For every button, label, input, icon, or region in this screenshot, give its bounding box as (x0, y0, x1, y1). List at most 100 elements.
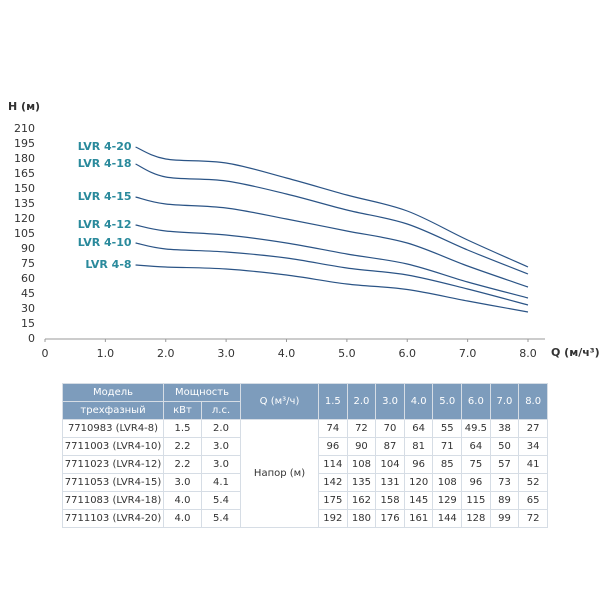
header-cell: л.с. (200, 401, 242, 420)
table-cell: 108 (346, 455, 377, 474)
table-cell: 34 (518, 437, 548, 456)
table-cell: 50 (489, 437, 520, 456)
table-cell: 104 (375, 455, 405, 474)
x-tick-label: 0 (42, 347, 49, 360)
table-cell: 96 (461, 473, 491, 492)
header-cell: 2.0 (346, 383, 377, 420)
table-row: 7711003 (LVR4-10) 2.2 3.0 96 90 87 81 71 64 50 34 (62, 437, 548, 456)
table-cell: 96 (318, 437, 348, 456)
table-cell: 7710983 (LVR4-8) (62, 419, 164, 438)
table-cell: 5.4 (200, 509, 242, 528)
table-cell: 38 (489, 419, 520, 438)
table-cell: 41 (518, 455, 548, 474)
table-cell: 71 (432, 437, 463, 456)
table-cell: 55 (432, 419, 463, 438)
table-cell: 142 (318, 473, 348, 492)
table-cell: 145 (403, 491, 434, 510)
table-cell: 3.0 (200, 455, 242, 474)
series-label: LVR 4-20 (78, 140, 132, 153)
table-cell: 3.0 (163, 473, 202, 492)
table-cell: 81 (403, 437, 434, 456)
y-tick-label: 0 (28, 332, 35, 345)
header-cell: кВт (163, 401, 202, 420)
x-tick-label: 5.0 (338, 347, 356, 360)
table-cell: 87 (375, 437, 405, 456)
series-label: LVR 4-12 (78, 218, 132, 231)
series-line (135, 264, 529, 313)
x-tick-label: 1.0 (97, 347, 115, 360)
y-tick-label: 30 (21, 302, 35, 315)
y-tick-label: 165 (14, 167, 35, 180)
table-cell: 1.5 (163, 419, 202, 438)
header-cell: 6.0 (461, 383, 491, 420)
header-cell: Q (м³/ч) (240, 383, 320, 420)
table-cell: 89 (489, 491, 520, 510)
y-tick-label: 195 (14, 137, 35, 150)
table-cell: 176 (375, 509, 405, 528)
series-line (135, 196, 529, 288)
table-cell: 70 (375, 419, 405, 438)
table-cell: 90 (346, 437, 377, 456)
header-cell: Модель (62, 383, 164, 402)
y-tick-label: 60 (21, 272, 35, 285)
table-cell: 2.2 (163, 437, 202, 456)
table-cell: 4.1 (200, 473, 242, 492)
table-cell: 120 (403, 473, 434, 492)
y-tick-label: 150 (14, 182, 35, 195)
header-cell: 3.0 (375, 383, 405, 420)
table-cell: 27 (518, 419, 548, 438)
table-cell: 64 (461, 437, 491, 456)
y-tick-label: 105 (14, 227, 35, 240)
y-tick-label: 180 (14, 152, 35, 165)
table-row: 7710983 (LVR4-8) 1.5 2.0 Напор (м) 74 72 70 64 5… (62, 419, 548, 528)
table-cell: 7711083 (LVR4-18) (62, 491, 164, 510)
header-cell: 4.0 (403, 383, 434, 420)
x-tick-label: 3.0 (217, 347, 235, 360)
series-line (135, 163, 529, 275)
table-cell: 7711023 (LVR4-12) (62, 455, 164, 474)
table-cell: 162 (346, 491, 377, 510)
table-cell: 4.0 (163, 509, 202, 528)
series-label: LVR 4-10 (78, 236, 132, 249)
y-axis-label: H (м) (8, 100, 40, 113)
table-cell: 7711103 (LVR4-20) (62, 509, 164, 528)
x-tick-label: 2.0 (157, 347, 175, 360)
table-cell: 7711003 (LVR4-10) (62, 437, 164, 456)
series-line (135, 146, 529, 268)
table-row: 7711023 (LVR4-12) 2.2 3.0 114 108 104 96 85 75 57… (62, 455, 548, 474)
table-cell: 192 (318, 509, 348, 528)
series-label: LVR 4-8 (85, 258, 131, 271)
x-axis-label: Q (м/ч³) (551, 346, 600, 359)
table-cell: 96 (403, 455, 434, 474)
x-tick-label: 7.0 (459, 347, 477, 360)
table-cell: 7711053 (LVR4-15) (62, 473, 164, 492)
series-line (135, 242, 529, 306)
table-cell: 5.4 (200, 491, 242, 510)
header-cell: Мощность (162, 383, 242, 402)
y-tick-label: 135 (14, 197, 35, 210)
x-tick-label: 4.0 (278, 347, 296, 360)
table-cell: 49.5 (461, 419, 491, 438)
table-cell: 161 (403, 509, 434, 528)
table-cell: 158 (375, 491, 405, 510)
header-cell: 1.5 (318, 383, 348, 420)
y-tick-label: 75 (21, 257, 35, 270)
table-cell: 129 (432, 491, 463, 510)
table-cell: 75 (461, 455, 491, 474)
table-cell: 85 (432, 455, 463, 474)
table-cell: 3.0 (200, 437, 242, 456)
table-cell: 115 (461, 491, 491, 510)
table-cell: 65 (518, 491, 548, 510)
series-line (135, 224, 529, 299)
table-cell: 180 (346, 509, 377, 528)
header-cell: 8.0 (518, 383, 548, 420)
table-cell: 2.2 (163, 455, 202, 474)
table-cell: 4.0 (163, 491, 202, 510)
table-cell: 2.0 (200, 419, 242, 438)
table-cell: 175 (318, 491, 348, 510)
table-cell: 114 (318, 455, 348, 474)
table-row: 7711083 (LVR4-18) 4.0 5.4 175 162 158 145 129 11… (62, 491, 548, 510)
table-cell: 74 (318, 419, 348, 438)
y-tick-label: 210 (14, 122, 35, 135)
